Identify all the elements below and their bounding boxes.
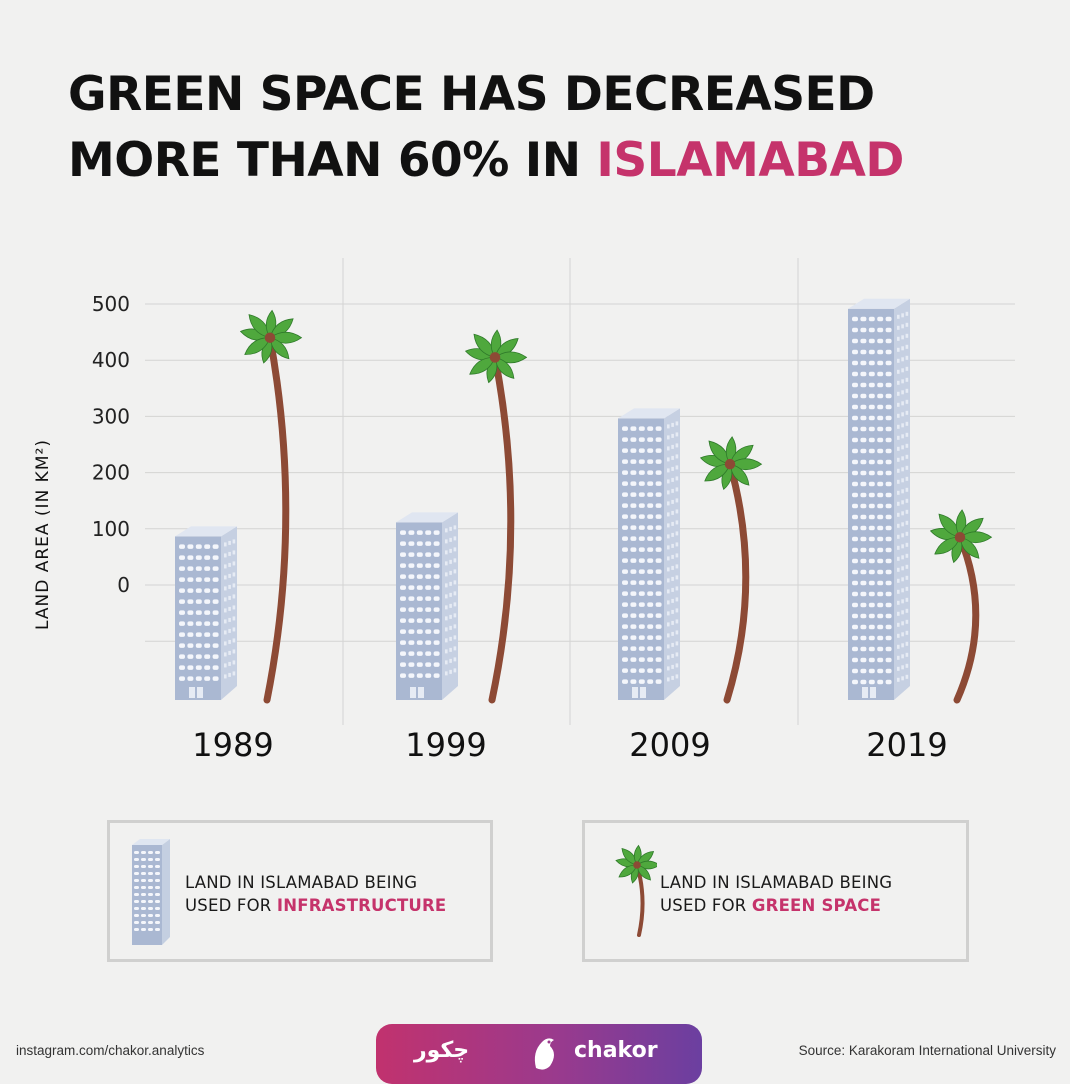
building-roof	[396, 512, 458, 523]
building-roof	[618, 408, 680, 419]
bar-green-space-2019	[929, 509, 993, 704]
bar-green-space-1989	[239, 309, 303, 704]
building-door	[870, 687, 876, 698]
y-tick-label: 300	[92, 404, 130, 428]
building-roof	[175, 526, 237, 537]
legend-text-line-1: LAND IN ISLAMABAD BEING	[660, 873, 893, 892]
building-windows	[622, 421, 679, 684]
legend-highlight: GREEN SPACE	[751, 896, 882, 915]
building-door	[418, 687, 424, 698]
source-text: Source: Karakoram International Universi…	[798, 1043, 1056, 1058]
y-tick-label: 500	[92, 292, 130, 316]
y-axis-label: LAND AREA (IN KM²)	[33, 439, 53, 630]
page-title: GREEN SPACE HAS DECREASED MORE THAN 60% …	[68, 62, 1048, 194]
chakor-logo: چکور chakor	[376, 1024, 702, 1084]
building-front	[175, 536, 221, 700]
logo-name-text: chakor	[574, 1038, 658, 1063]
title-line-1: GREEN SPACE HAS DECREASED	[68, 67, 875, 122]
title-line-2-accent: ISLAMABAD	[596, 133, 904, 188]
bar-infrastructure-2019	[848, 298, 910, 700]
legend-item-infrastructure: LAND IN ISLAMABAD BEING USED FOR INFRAST…	[107, 820, 493, 962]
palm-leaves	[699, 436, 763, 491]
palm-leaves	[464, 329, 528, 384]
bar-green-space-1999	[464, 329, 528, 704]
building-door	[862, 687, 868, 698]
building-door	[632, 687, 638, 698]
instagram-link[interactable]: instagram.com/chakor.analytics	[16, 1043, 205, 1058]
x-tick-label: 1989	[192, 726, 273, 764]
y-tick-label: 200	[92, 461, 130, 485]
bar-infrastructure-1989	[175, 526, 237, 700]
palm-trunk	[488, 353, 515, 704]
building-door	[640, 687, 646, 698]
bar-infrastructure-2009	[618, 408, 680, 700]
palm-trunk	[723, 460, 750, 704]
building-door	[189, 687, 195, 698]
bar-infrastructure-1999	[396, 512, 458, 700]
palm-tree-icon	[615, 844, 657, 937]
building-roof	[848, 298, 910, 309]
building-icon	[132, 839, 170, 945]
legend-text-line-1: LAND IN ISLAMABAD BEING	[185, 873, 418, 892]
building-windows	[179, 539, 236, 681]
building-side	[221, 526, 237, 700]
y-tick-label: 0	[117, 573, 130, 597]
legend-text-prefix: USED FOR	[185, 896, 272, 915]
legend-item-green-space: LAND IN ISLAMABAD BEING USED FOR GREEN S…	[582, 820, 969, 962]
building-windows	[852, 311, 909, 685]
palm-trunk	[953, 533, 980, 704]
title-line-2-prefix: MORE THAN 60% IN	[68, 133, 581, 188]
y-tick-label: 400	[92, 348, 130, 372]
building-door	[410, 687, 416, 698]
building-door	[197, 687, 203, 698]
palm-leaves	[239, 309, 303, 364]
palm-trunk	[263, 334, 290, 704]
palm-leaves	[929, 509, 993, 564]
legend-highlight: INFRASTRUCTURE	[276, 896, 447, 915]
bird-icon	[534, 1038, 554, 1070]
bar-green-space-2009	[699, 436, 763, 704]
chart: 0 100 200 300 400 500 LAND AREA (IN KM²) 1989 19…	[33, 258, 1015, 764]
x-tick-label: 1999	[405, 726, 486, 764]
legend-text-prefix: USED FOR	[660, 896, 747, 915]
x-tick-label: 2009	[629, 726, 710, 764]
x-tick-label: 2019	[866, 726, 947, 764]
logo-urdu-text: چکور	[414, 1038, 470, 1063]
building-windows	[400, 525, 457, 678]
y-tick-label: 100	[92, 517, 130, 541]
